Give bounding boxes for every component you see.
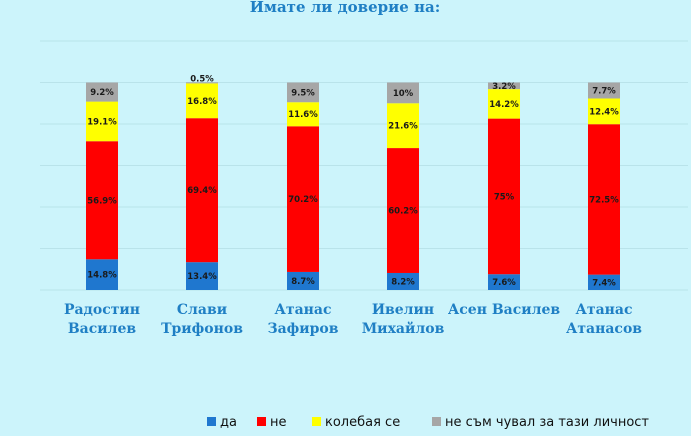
bar-segment-не — [186, 118, 218, 263]
data-label: 69.4% — [187, 186, 217, 196]
bar-segment-да — [86, 259, 118, 290]
bars: 14.8% 56.9% 19.1% 9.2% 13.4% 69.4% 16.8% 0.5% 8.… — [86, 74, 620, 290]
data-label: 19.1% — [87, 117, 117, 127]
category-label: Асен Василев — [448, 302, 561, 318]
data-label: 9.2% — [90, 88, 114, 98]
legend: да не колебая се не съм чувал за тази лично… — [207, 415, 649, 430]
category-label: Трифонов — [161, 321, 243, 337]
data-label: 7.7% — [592, 86, 616, 96]
category-label: Атанасов — [566, 321, 642, 337]
gridlines — [40, 40, 688, 291]
bar-segment-не-съм-чувал-за-тази-личност — [588, 82, 620, 99]
category-label: Василев — [68, 321, 137, 337]
data-label: 3.2% — [492, 82, 516, 92]
data-label: 72.5% — [589, 195, 619, 205]
bar-segment-да — [287, 271, 319, 290]
bar-segment-да — [387, 272, 419, 290]
legend-label: колебая се — [325, 415, 400, 430]
bar-segment-колебая-се — [488, 89, 520, 119]
bar-segment-да — [488, 274, 520, 290]
category-label: Ивелин — [372, 302, 434, 318]
bar-segment-не — [588, 124, 620, 275]
data-label: 8.7% — [291, 277, 315, 287]
bar-segment-не-съм-чувал-за-тази-личност — [186, 82, 218, 84]
bar-segment-не — [488, 118, 520, 275]
data-label: 7.4% — [592, 278, 616, 288]
data-label: 0.5% — [190, 74, 214, 84]
bar-segment-не-съм-чувал-за-тази-личност — [86, 82, 118, 102]
category-label: Михайлов — [362, 320, 445, 337]
bar-segment-не-съм-чувал-за-тази-личност — [287, 82, 319, 103]
category-label: Слави — [177, 302, 227, 318]
data-label: 75% — [494, 192, 515, 202]
data-label: 7.6% — [492, 278, 516, 288]
data-label: 12.4% — [589, 107, 619, 117]
bar-segment-колебая-се — [186, 83, 218, 119]
data-label: 9.5% — [291, 88, 315, 98]
data-label: 14.2% — [489, 100, 519, 110]
bar-segment-да — [588, 274, 620, 290]
bar-segment-не-съм-чувал-за-тази-личност — [488, 82, 520, 90]
data-label: 10% — [393, 89, 414, 99]
category-label: Атанас — [576, 302, 633, 318]
category-labels: Радостин Василев Слави Трифонов Атанас Зафиро… — [64, 302, 642, 337]
bar-segment-не-съм-чувал-за-тази-личност — [387, 82, 419, 104]
bar-segment-не — [387, 148, 419, 273]
data-label: 8.2% — [391, 277, 415, 287]
data-label: 70.2% — [288, 195, 318, 205]
bar-segment-не — [287, 126, 319, 272]
category-label: Радостин — [64, 302, 140, 318]
data-label: 16.8% — [187, 97, 217, 107]
category-label: Атанас — [275, 302, 332, 318]
legend-swatch — [312, 417, 321, 426]
bar-segment-не — [86, 141, 118, 260]
legend-swatch — [432, 417, 441, 426]
data-label: 14.8% — [87, 271, 117, 281]
bar-segment-колебая-се — [387, 103, 419, 149]
legend-label: не — [270, 415, 287, 430]
legend-swatch — [257, 417, 266, 426]
bar-segment-колебая-се — [588, 98, 620, 125]
bar-segment-да — [186, 262, 218, 290]
bar-segment-колебая-се — [287, 102, 319, 127]
legend-label: да — [220, 415, 237, 430]
category-label: Зафиров — [267, 321, 338, 337]
legend-swatch — [207, 417, 216, 426]
chart-title: Имате ли доверие на: — [250, 0, 441, 16]
bar-segment-колебая-се — [86, 101, 118, 142]
data-label: 60.2% — [388, 207, 418, 217]
data-label: 13.4% — [187, 272, 217, 282]
data-label: 56.9% — [87, 196, 117, 206]
data-label: 21.6% — [388, 122, 418, 132]
data-label: 11.6% — [288, 110, 318, 120]
legend-label: не съм чувал за тази личност — [445, 415, 649, 430]
